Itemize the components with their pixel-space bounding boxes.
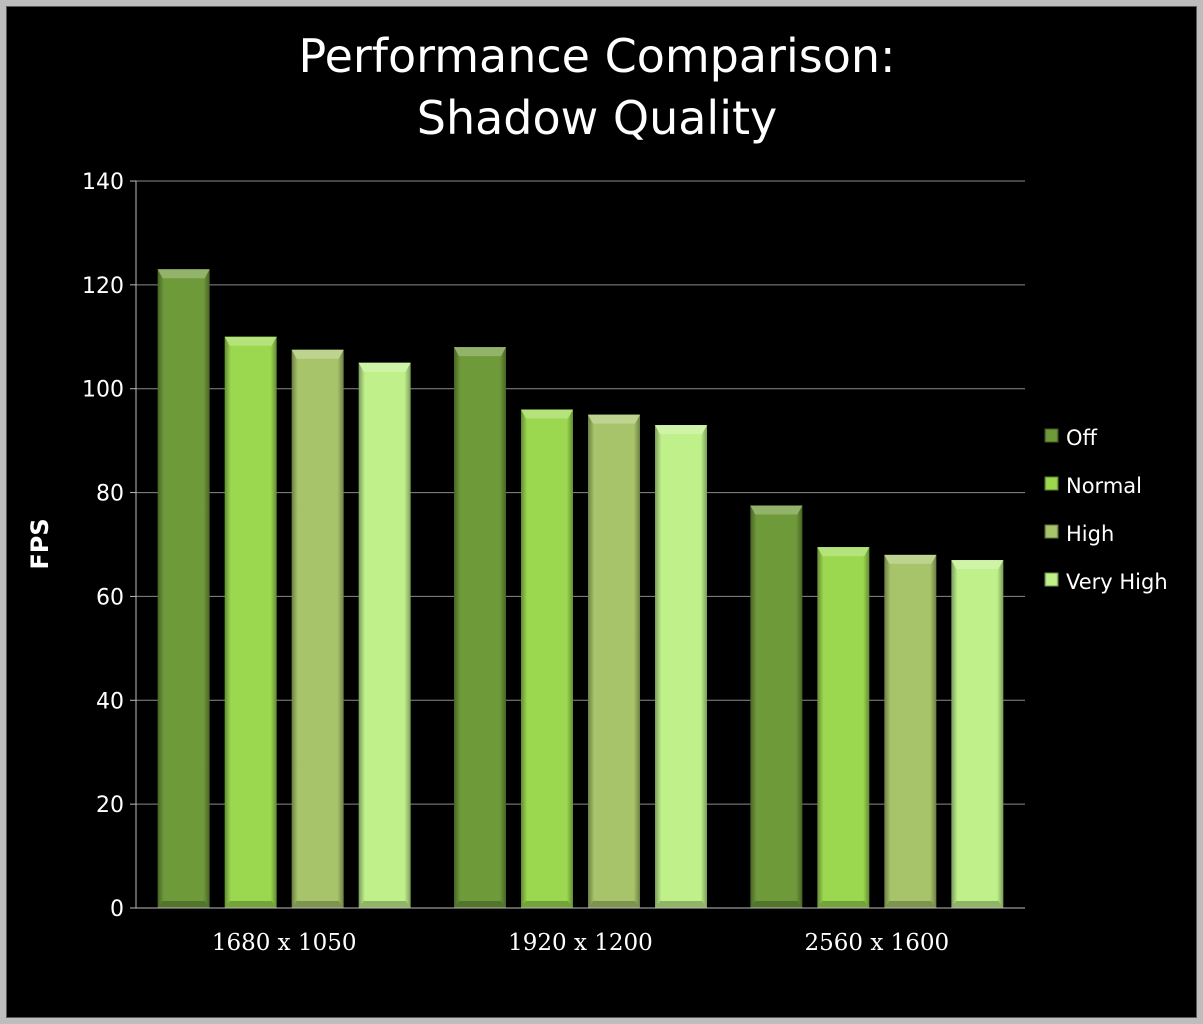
bar-normal-1 — [521, 409, 573, 908]
legend-swatch — [1044, 572, 1059, 587]
bar-cap — [521, 409, 573, 419]
x-category-label: 1920 x 1200 — [508, 930, 653, 956]
y-tick-label: 120 — [82, 274, 124, 299]
bar-cap — [157, 269, 210, 279]
bar-base — [588, 901, 640, 908]
bar-very-high-2 — [951, 560, 1004, 908]
bar-base — [951, 901, 1004, 908]
axes — [135, 181, 1025, 909]
y-tick-label: 60 — [96, 585, 124, 610]
chart-title: Performance Comparison: Shadow Quality — [298, 29, 895, 145]
bar-base — [157, 901, 210, 908]
y-tick-label: 40 — [96, 689, 124, 714]
bar-cap — [655, 425, 707, 435]
bar-normal-0 — [224, 336, 277, 908]
legend-item: Off — [1044, 426, 1098, 450]
x-category-label: 2560 x 1600 — [804, 930, 949, 956]
bar-very-high-0 — [358, 362, 411, 908]
bar-high-0 — [291, 349, 344, 909]
bar-cap — [750, 505, 803, 515]
bar-off-1 — [454, 347, 506, 909]
legend-item: Very High — [1044, 570, 1168, 594]
bar-cap — [224, 336, 277, 346]
legend-label: Normal — [1066, 474, 1142, 498]
legend-label: High — [1066, 522, 1114, 546]
bar-cap — [817, 547, 870, 557]
bar-base — [358, 901, 411, 908]
bar-cap — [291, 349, 344, 359]
bar-base — [521, 901, 573, 908]
bar-off-2 — [750, 505, 803, 908]
bar-cap — [358, 362, 411, 372]
bar-base — [750, 901, 803, 908]
bar-base — [291, 901, 344, 908]
gridlines — [136, 180, 1025, 805]
y-tick-label: 100 — [82, 378, 124, 403]
y-tick-label: 0 — [110, 897, 124, 922]
legend-item: High — [1044, 522, 1114, 546]
legend-swatch — [1044, 476, 1059, 491]
legend: Off Normal High Very High — [1044, 426, 1168, 594]
y-tick-label: 20 — [96, 793, 124, 818]
chart-title-line-2: Shadow Quality — [417, 91, 778, 145]
bar-base — [454, 901, 506, 908]
legend-swatch — [1044, 524, 1059, 539]
chart-title-line-1: Performance Comparison: — [298, 29, 895, 83]
bar-cap — [951, 560, 1004, 570]
bar-cap — [884, 554, 937, 564]
x-category-label: 1680 x 1050 — [212, 930, 357, 956]
bar-very-high-1 — [655, 425, 707, 908]
legend-swatch — [1044, 428, 1059, 443]
legend-label: Off — [1066, 426, 1098, 450]
bar-high-1 — [588, 414, 640, 908]
bar-base — [817, 901, 870, 908]
bars — [157, 269, 1004, 909]
legend-item: Normal — [1044, 474, 1142, 498]
bar-cap — [588, 414, 640, 424]
bar-cap — [454, 347, 506, 357]
y-axis-ticks: 0 20 40 60 80 100 120 140 — [82, 170, 136, 922]
y-axis-label: FPS — [26, 518, 54, 569]
bar-base — [884, 901, 937, 908]
y-tick-label: 140 — [82, 170, 124, 195]
bar-high-2 — [884, 554, 937, 908]
legend-label: Very High — [1066, 570, 1168, 594]
bar-normal-2 — [817, 547, 870, 908]
x-axis-categories: 1680 x 1050 1920 x 1200 2560 x 1600 — [212, 930, 949, 956]
y-tick-label: 80 — [96, 482, 124, 507]
bar-off-0 — [157, 269, 210, 908]
bar-base — [655, 901, 707, 908]
bar-base — [224, 901, 277, 908]
